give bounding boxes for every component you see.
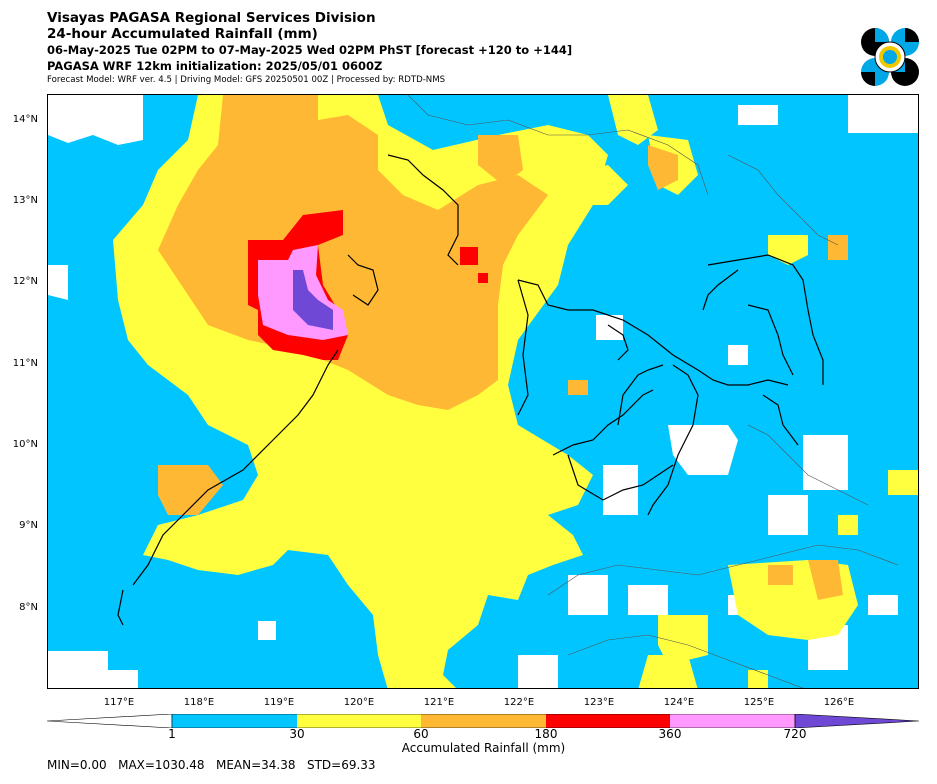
lon-label-117: 117°E [103, 697, 135, 708]
lon-label-119: 119°E [263, 697, 295, 708]
lat-label-8: 8°N [19, 602, 38, 613]
lon-label-118: 118°E [183, 697, 215, 708]
colorbar-tick-60: 60 [413, 727, 429, 741]
lon-label-125: 125°E [743, 697, 775, 708]
colorbar-max-extension [794, 714, 920, 728]
colorbar-min-extension [47, 714, 173, 728]
colorbar-tick-30: 30 [289, 727, 305, 741]
valid-period: 06-May-2025 Tue 02PM to 07-May-2025 Wed … [47, 43, 573, 57]
lat-label-13: 13°N [12, 195, 38, 206]
colorbar-tick-180: 180 [534, 727, 558, 741]
rainfall-field [48, 95, 918, 688]
field-statistics: MIN=0.00 MAX=1030.48 MEAN=34.38 STD=69.3… [47, 758, 376, 772]
colorbar-tick-360: 360 [658, 727, 682, 741]
boundaries [407, 95, 899, 688]
initialization-line: PAGASA WRF 12km initialization: 2025/05/… [47, 59, 383, 73]
colorbar-segment-1-30 [172, 714, 297, 728]
lat-label-11: 11°N [12, 358, 38, 369]
rainfall-map [47, 94, 919, 689]
pagasa-logo-icon [861, 28, 919, 86]
lon-label-122: 122°E [503, 697, 535, 708]
lat-label-12: 12°N [12, 276, 38, 287]
coastlines [117, 154, 824, 626]
lat-label-9: 9°N [19, 520, 38, 531]
colorbar-tick-1: 1 [168, 727, 176, 741]
lon-label-126: 126°E [823, 697, 855, 708]
colorbar-segment-180-360 [546, 714, 670, 728]
colorbar-segment-30-60 [297, 714, 421, 728]
no-rain-areas [48, 95, 918, 688]
lat-label-10: 10°N [12, 439, 38, 450]
rain-60-180 [158, 95, 848, 600]
lon-label-120: 120°E [343, 697, 375, 708]
colorbar-title: Accumulated Rainfall (mm) [401, 741, 566, 755]
colorbar-segment-60-180 [421, 714, 546, 728]
colorbar-segment-360-720 [670, 714, 795, 728]
lon-label-123: 123°E [583, 697, 615, 708]
region-title: Visayas PAGASA Regional Services Divisio… [47, 10, 376, 26]
rain-over-720 [293, 270, 333, 330]
title-block: Visayas PAGASA Regional Services Divisio… [47, 10, 572, 87]
product-title: 24-hour Accumulated Rainfall (mm) [47, 26, 318, 42]
model-info: Forecast Model: WRF ver. 4.5 | Driving M… [47, 75, 446, 85]
colorbar-tick-720: 720 [783, 727, 807, 741]
lat-label-14: 14°N [12, 114, 38, 125]
lon-label-121: 121°E [423, 697, 455, 708]
colorbar [47, 714, 920, 728]
lon-label-124: 124°E [663, 697, 695, 708]
